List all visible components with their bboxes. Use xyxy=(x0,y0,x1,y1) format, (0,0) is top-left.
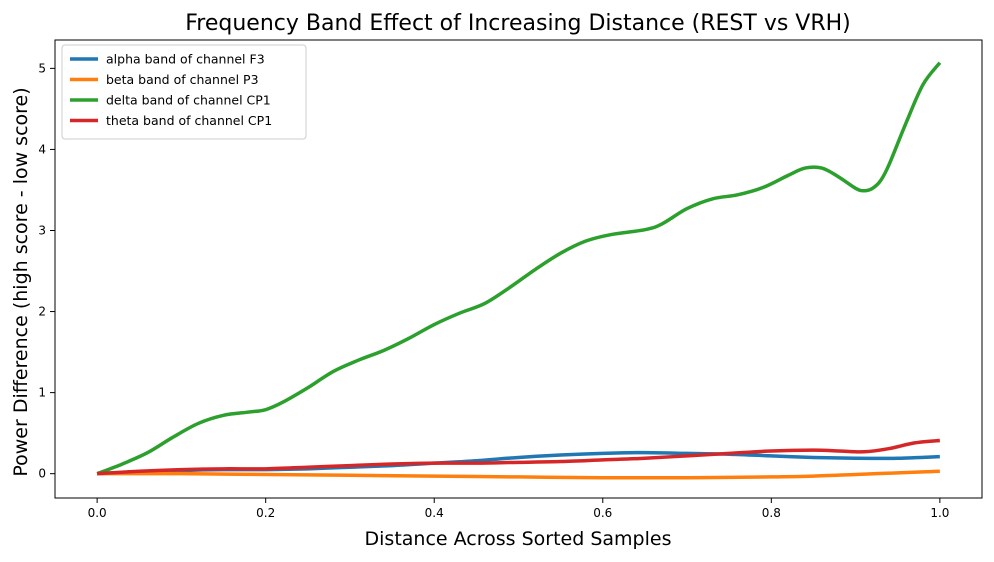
y-tick-label: 1 xyxy=(38,386,46,400)
y-tick-label: 5 xyxy=(38,61,46,75)
chart-title: Frequency Band Effect of Increasing Dist… xyxy=(185,11,851,36)
legend-label: alpha band of channel F3 xyxy=(106,52,265,67)
legend-label: beta band of channel P3 xyxy=(106,72,259,87)
y-tick-label: 2 xyxy=(38,305,46,319)
series-layer xyxy=(96,61,942,480)
series-line-3 xyxy=(97,438,941,476)
y-tick-label: 0 xyxy=(38,467,46,481)
x-tick-label: 0.2 xyxy=(256,506,275,520)
axes-layer: 0.0 0.2 0.4 0.6 0.8 1.0 0 1 2 3 4 5 xyxy=(38,39,983,520)
legend-box xyxy=(61,44,307,140)
x-tick-label: 0.4 xyxy=(425,506,444,520)
y-tick-label: 4 xyxy=(38,142,46,156)
legend-label: theta band of channel CP1 xyxy=(106,113,272,128)
x-axis-label: Distance Across Sorted Samples xyxy=(365,528,672,550)
legend: alpha band of channel F3 beta band of cha… xyxy=(61,44,307,140)
x-tick-label: 0.0 xyxy=(88,506,107,520)
x-tick-label: 0.6 xyxy=(593,506,612,520)
x-tick-label: 1.0 xyxy=(930,506,949,520)
y-tick-label: 3 xyxy=(38,223,46,237)
x-tick-label: 0.8 xyxy=(762,506,781,520)
plot-frame xyxy=(54,39,983,499)
series-line-1 xyxy=(97,469,940,480)
series-line-2 xyxy=(96,61,942,476)
legend-label: delta band of channel CP1 xyxy=(106,93,271,108)
y-axis-label: Power Difference (high score - low score… xyxy=(10,87,32,476)
